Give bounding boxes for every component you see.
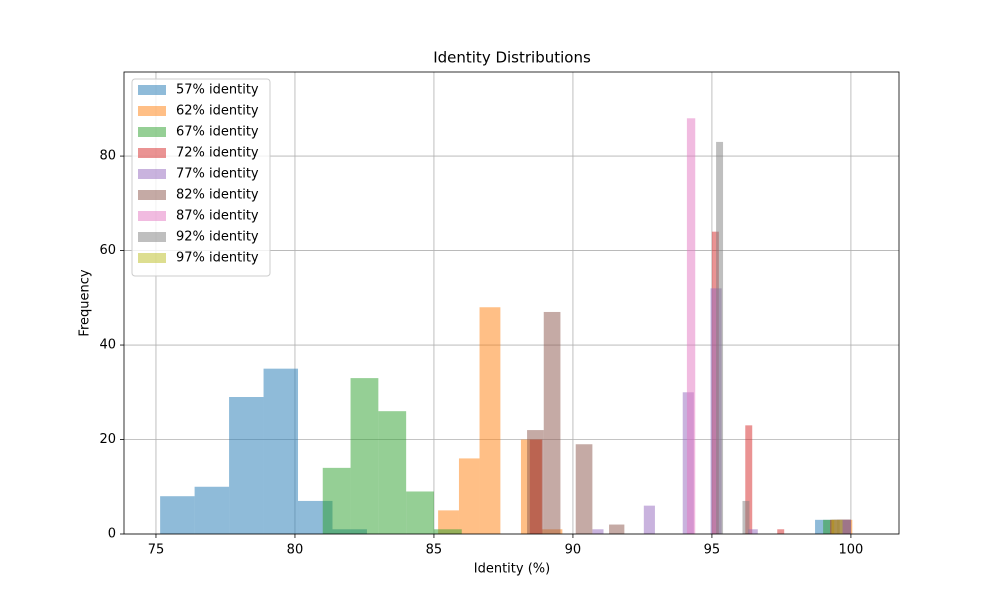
- histogram-bar: [543, 311, 561, 534]
- legend-swatch: [138, 169, 166, 179]
- legend-label: 97% identity: [176, 251, 259, 266]
- histogram-bar: [160, 496, 195, 534]
- legend-swatch: [138, 148, 166, 158]
- legend-label: 72% identity: [176, 146, 259, 161]
- legend-swatch: [138, 232, 166, 242]
- legend: 57% identity 62% identity 67% identity 72% …: [131, 78, 271, 277]
- histogram-bar: [406, 491, 434, 534]
- legend-swatch: [138, 211, 166, 221]
- legend-label: 87% identity: [176, 209, 259, 224]
- legend-swatch: [138, 85, 166, 95]
- histogram-bar: [748, 529, 758, 534]
- histogram-bar: [433, 529, 462, 534]
- ticks: 75 80 85 90 95 100 0 20 40 60 80: [99, 149, 863, 558]
- x-tick-label: 100: [838, 543, 863, 558]
- x-tick-label: 95: [704, 543, 721, 558]
- y-axis-label: Frequency: [78, 269, 93, 336]
- y-tick-label: 20: [99, 432, 116, 447]
- legend-label: 57% identity: [176, 83, 259, 98]
- y-tick-label: 40: [99, 338, 116, 353]
- x-axis-label: Identity (%): [474, 562, 550, 577]
- histogram-bar: [592, 529, 604, 534]
- histogram-bar: [194, 486, 230, 534]
- legend-swatch: [138, 127, 166, 137]
- histogram-bar: [575, 444, 593, 534]
- x-tick-label: 85: [426, 543, 443, 558]
- legend-label: 82% identity: [176, 188, 259, 203]
- legend-box: [131, 78, 271, 277]
- histogram-bar: [263, 368, 299, 534]
- y-tick-label: 0: [108, 527, 116, 542]
- histogram-bar: [527, 430, 544, 534]
- histogram-bar: [609, 524, 625, 534]
- legend-label: 92% identity: [176, 230, 259, 245]
- legend-swatch: [138, 253, 166, 263]
- histogram-bar: [831, 519, 843, 534]
- legend-swatch: [138, 106, 166, 116]
- bars: [160, 118, 853, 535]
- legend-label: 62% identity: [176, 104, 259, 119]
- histogram-bar: [438, 510, 459, 534]
- x-tick-label: 90: [565, 543, 582, 558]
- x-tick-label: 75: [148, 543, 165, 558]
- chart-title: Identity Distributions: [433, 49, 591, 67]
- histogram-bar: [742, 500, 750, 534]
- histogram-bar: [643, 505, 655, 534]
- x-tick-label: 80: [287, 543, 304, 558]
- histogram-bar: [458, 458, 480, 534]
- histogram-bar: [350, 378, 379, 534]
- legend-swatch: [138, 190, 166, 200]
- histogram-bar: [745, 425, 753, 534]
- histogram-bar: [777, 529, 785, 534]
- legend-label: 77% identity: [176, 167, 259, 182]
- histogram-bar: [716, 141, 724, 534]
- histogram-bar: [686, 118, 696, 534]
- histogram-bar: [479, 307, 501, 534]
- legend-label: 67% identity: [176, 125, 259, 140]
- histogram-bar: [710, 288, 722, 534]
- plot-frame: [123, 71, 900, 535]
- histogram-bar: [229, 397, 264, 534]
- y-tick-label: 80: [99, 149, 116, 164]
- histogram-bar: [378, 411, 407, 534]
- y-tick-label: 60: [99, 243, 116, 258]
- histogram-bar: [839, 519, 851, 534]
- histogram-bar: [322, 467, 351, 534]
